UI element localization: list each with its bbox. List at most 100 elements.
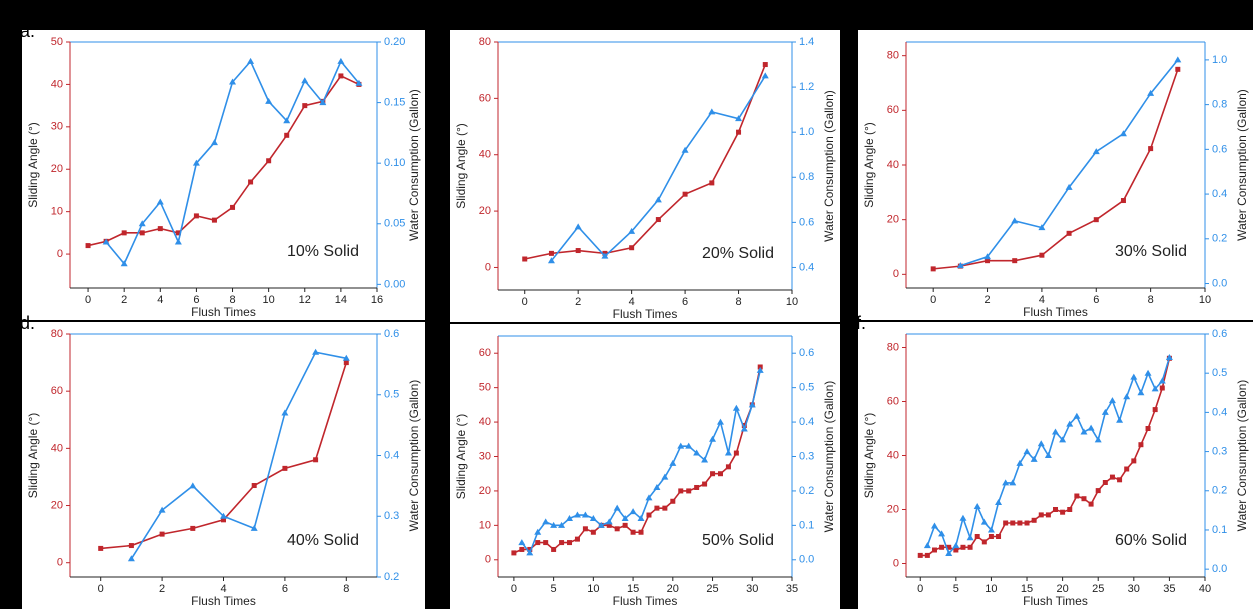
y-tick-label: 60 — [887, 104, 899, 116]
point — [980, 518, 988, 525]
x-tick-label: 25 — [1092, 583, 1104, 595]
point — [282, 465, 288, 471]
x-tick-label: 5 — [551, 583, 557, 595]
point — [973, 502, 981, 509]
point — [1037, 440, 1045, 447]
y2-tick-label: 0.4 — [1212, 188, 1227, 200]
point — [931, 547, 937, 553]
point — [653, 483, 661, 490]
y2-tick-label: 1.0 — [1212, 54, 1227, 66]
point — [956, 262, 964, 269]
point — [670, 498, 676, 504]
point — [1017, 520, 1023, 526]
point — [567, 540, 573, 546]
x-tick-label: 20 — [1056, 583, 1068, 595]
y-tick-label: 20 — [887, 214, 899, 226]
y-tick-label: 0 — [57, 557, 63, 569]
point — [1137, 389, 1145, 396]
y2-tick-label: 0.05 — [384, 218, 405, 230]
point — [519, 546, 525, 552]
point — [220, 512, 227, 519]
point — [1151, 385, 1159, 392]
y-axis-label: Sliding Angle (°) — [454, 123, 468, 209]
point — [1138, 442, 1144, 448]
point — [710, 471, 716, 477]
point — [85, 243, 91, 249]
point — [661, 473, 669, 480]
point — [638, 529, 644, 535]
x-tick-label: 8 — [343, 583, 349, 595]
y2-tick-label: 0.1 — [799, 519, 814, 531]
point — [681, 146, 689, 153]
point — [230, 204, 236, 210]
point — [159, 531, 165, 537]
x-tick-label: 0 — [511, 583, 517, 595]
y-axis-label: Sliding Angle (°) — [454, 414, 468, 500]
annotation: 60% Solid — [1115, 532, 1187, 549]
point — [313, 457, 319, 463]
point — [283, 117, 291, 124]
point — [629, 508, 637, 515]
y2-tick-label: 0.10 — [384, 157, 405, 169]
x-tick-label: 16 — [371, 294, 383, 306]
point — [1101, 408, 1109, 415]
point — [686, 488, 692, 494]
point — [1102, 480, 1108, 485]
point — [654, 196, 662, 203]
point — [1074, 493, 1080, 499]
y2-tick-label: 0.0 — [799, 554, 814, 566]
point — [995, 499, 1003, 506]
y-tick-label: 20 — [51, 499, 63, 511]
point — [1165, 354, 1173, 361]
x-tick-label: 2 — [984, 294, 990, 306]
x-tick-label: 10 — [1199, 294, 1211, 306]
panel-bg — [450, 30, 840, 322]
y-tick-label: 80 — [479, 36, 491, 48]
y2-tick-label: 0.2 — [1212, 233, 1227, 245]
point — [630, 529, 636, 535]
point — [1002, 479, 1010, 486]
point — [987, 526, 995, 533]
x-tick-label: 2 — [575, 296, 581, 308]
point — [1087, 424, 1095, 431]
point — [1023, 448, 1031, 455]
point — [725, 464, 731, 470]
y2-tick-label: 0.5 — [799, 382, 814, 394]
y2-tick-label: 0.6 — [799, 347, 814, 359]
x-tick-label: 20 — [667, 583, 679, 595]
point — [1108, 397, 1116, 404]
y-tick-label: 40 — [51, 442, 63, 454]
y-tick-label: 40 — [479, 416, 491, 428]
point — [98, 545, 104, 551]
point — [974, 534, 980, 539]
y-axis-label: Sliding Angle (°) — [26, 122, 40, 208]
y2-tick-label: 0.0 — [1212, 563, 1227, 575]
point — [193, 213, 199, 219]
point — [924, 552, 930, 558]
point — [613, 504, 621, 511]
point — [343, 360, 349, 366]
y2-tick-label: 0.00 — [384, 278, 405, 290]
point — [733, 450, 739, 456]
y-tick-label: 40 — [887, 449, 899, 461]
x-tick-label: 10 — [985, 583, 997, 595]
panel-label: a. — [20, 21, 35, 41]
y2-tick-label: 0.6 — [1212, 143, 1227, 155]
panel-bg — [450, 324, 840, 609]
point — [518, 539, 526, 546]
point — [735, 115, 743, 122]
point — [621, 514, 629, 521]
y-tick-label: 60 — [479, 347, 491, 359]
point — [558, 521, 566, 528]
point — [1003, 520, 1009, 526]
point — [1081, 496, 1087, 502]
y2-axis-label: Water Consumption (Gallon) — [822, 90, 836, 242]
point — [1016, 459, 1024, 466]
point — [622, 522, 628, 528]
point — [701, 456, 709, 463]
point — [1116, 416, 1124, 423]
point — [1053, 507, 1058, 512]
point — [694, 484, 700, 490]
point — [717, 471, 723, 477]
